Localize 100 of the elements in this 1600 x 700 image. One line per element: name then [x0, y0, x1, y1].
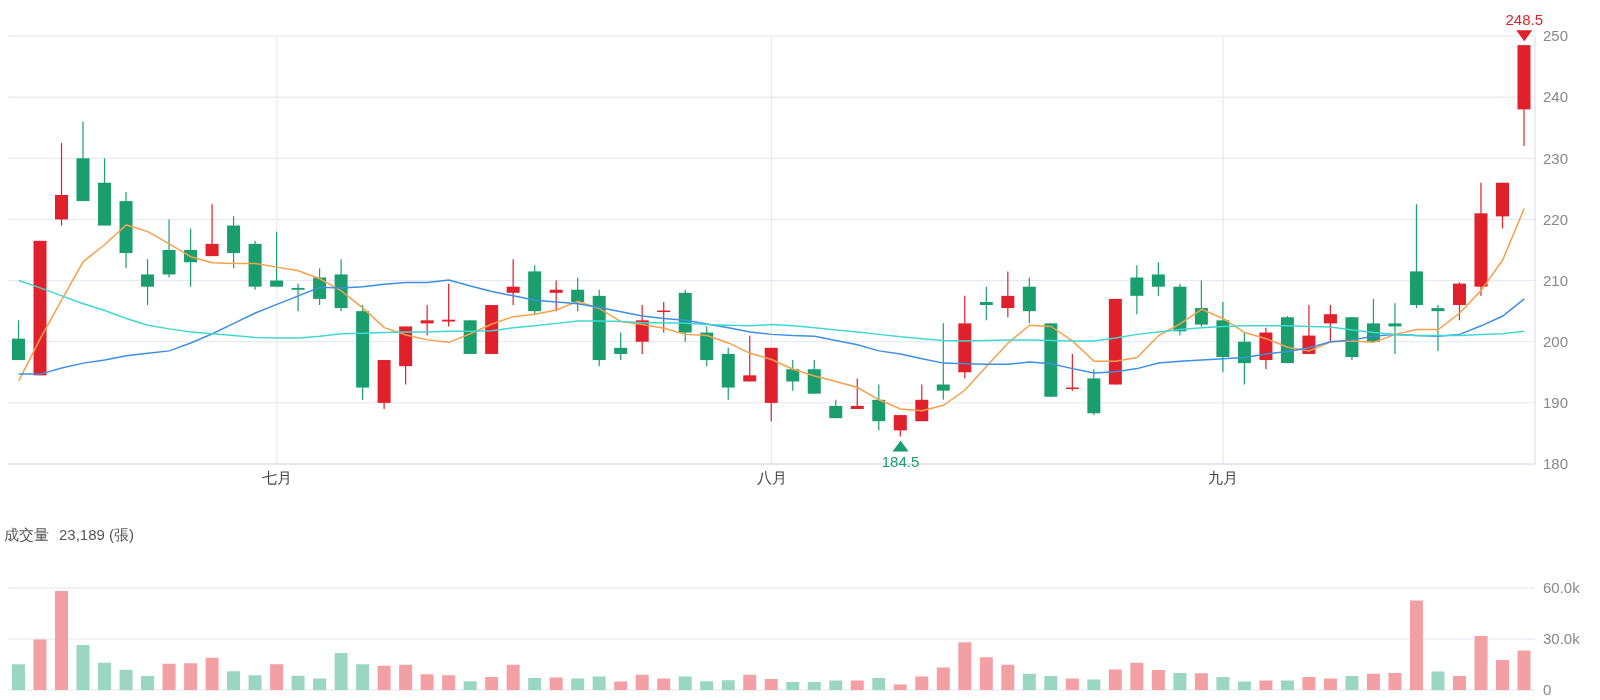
bar	[270, 664, 284, 690]
bar	[1130, 662, 1144, 690]
bar	[1237, 681, 1251, 690]
bar	[76, 644, 90, 690]
bar	[528, 678, 542, 690]
chart-title: 成交量	[4, 526, 49, 543]
bar	[313, 678, 327, 690]
bar	[678, 676, 692, 690]
candlestick	[872, 383, 886, 431]
bar	[356, 664, 370, 690]
candlestick	[850, 377, 864, 410]
candlestick	[1151, 261, 1165, 297]
bar	[485, 677, 499, 690]
bar	[1173, 673, 1187, 690]
y-tick-label: 60.0k	[1543, 579, 1581, 597]
x-tick-label: 八月	[756, 468, 787, 486]
annotation: 184.5	[881, 453, 920, 471]
candlestick	[1194, 279, 1208, 328]
candlestick	[614, 331, 628, 361]
bar	[1194, 673, 1208, 690]
bar	[700, 681, 714, 690]
bar	[979, 657, 993, 690]
bar	[33, 639, 47, 690]
bar	[915, 676, 929, 690]
bar	[162, 663, 176, 690]
candlestick	[270, 231, 284, 288]
bar	[248, 675, 262, 690]
bar	[141, 676, 155, 690]
candlestick	[1001, 270, 1015, 318]
candlestick	[549, 279, 563, 312]
bar	[571, 678, 585, 690]
candlestick	[979, 286, 993, 321]
line-series	[18, 279, 1525, 375]
bar	[1345, 675, 1359, 690]
bar	[119, 669, 133, 690]
bar	[592, 676, 606, 690]
candlestick	[571, 276, 585, 312]
y-tick-label: 30.0k	[1543, 630, 1581, 648]
candlestick	[506, 258, 520, 306]
bar	[1302, 676, 1316, 690]
bar	[743, 674, 757, 690]
candlestick	[915, 383, 929, 422]
annotation: 248.5	[1505, 11, 1544, 29]
bar	[1001, 664, 1015, 690]
bar	[614, 681, 628, 690]
bar	[549, 677, 563, 690]
bar	[829, 680, 843, 690]
bar	[1474, 635, 1488, 690]
bar	[1044, 675, 1058, 690]
bar	[721, 680, 735, 690]
bar	[463, 681, 477, 690]
y-tick-label: 210	[1543, 271, 1569, 289]
y-tick-label: 0	[1543, 681, 1552, 699]
y-tick-label: 250	[1543, 27, 1569, 45]
candlestick	[893, 414, 907, 438]
bar	[442, 675, 456, 690]
line-series	[18, 279, 1525, 342]
bar	[1366, 673, 1380, 690]
bar	[1388, 673, 1402, 690]
bar	[1409, 600, 1423, 690]
bar	[184, 663, 198, 690]
candlestick	[420, 304, 434, 337]
bar	[1431, 671, 1445, 690]
candlestick	[936, 322, 950, 401]
bar	[635, 674, 649, 690]
bar	[1087, 679, 1101, 690]
candlestick	[1452, 281, 1466, 321]
candlestick	[205, 203, 219, 257]
bar	[1452, 675, 1466, 690]
y-tick-label: 220	[1543, 210, 1569, 228]
candlestick	[141, 258, 155, 306]
bar	[291, 675, 305, 690]
bar	[850, 680, 864, 690]
x-tick-label: 七月	[261, 468, 292, 486]
bar	[55, 590, 69, 690]
bar	[506, 664, 520, 690]
y-tick-label: 180	[1543, 455, 1569, 473]
bar	[807, 682, 821, 690]
y-tick-label: 190	[1543, 394, 1569, 412]
bar	[205, 657, 219, 690]
y-tick-label: 200	[1543, 333, 1569, 351]
bar	[1216, 676, 1230, 690]
bar	[893, 684, 907, 690]
bar	[1065, 678, 1079, 690]
chart-subtitle: 23,189 (張)	[59, 526, 135, 543]
candlestick	[743, 335, 757, 383]
bar	[334, 652, 348, 690]
candlestick	[1323, 304, 1337, 343]
x-tick-label: 九月	[1208, 468, 1239, 486]
bar	[12, 664, 25, 690]
bar	[420, 674, 434, 690]
bar	[1280, 680, 1294, 690]
candlestick	[1130, 264, 1144, 315]
bar	[1022, 673, 1036, 690]
bar	[1517, 650, 1531, 690]
bar	[1151, 669, 1165, 690]
candlestick	[1431, 304, 1445, 352]
bar	[936, 667, 950, 690]
bar	[958, 642, 972, 690]
candlestick	[1237, 331, 1251, 386]
